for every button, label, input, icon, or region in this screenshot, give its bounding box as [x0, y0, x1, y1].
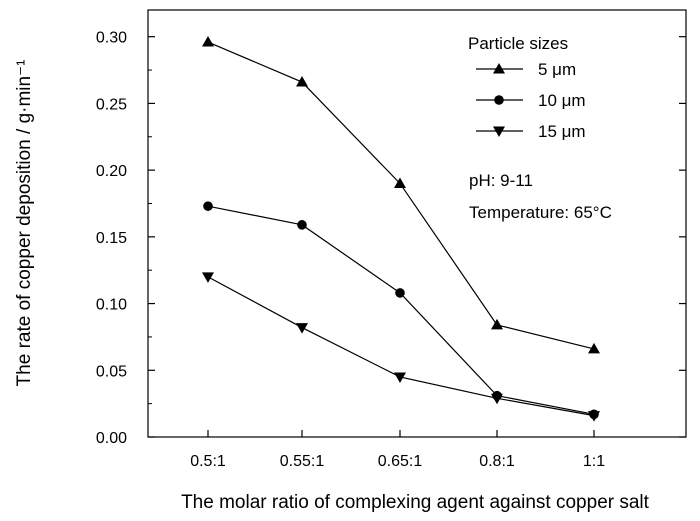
y-tick-label: 0.25 [96, 96, 127, 113]
legend-marker [493, 126, 505, 137]
x-tick-label: 1:1 [583, 453, 605, 470]
y-tick-label: 0.15 [96, 230, 127, 247]
legend-item: 5 μm [476, 60, 576, 79]
y-tick-label: 0.20 [96, 163, 127, 180]
data-point [394, 177, 406, 188]
legend-label: 10 μm [538, 91, 586, 110]
plot-area-frame [147, 9, 687, 438]
x-axis-title: The molar ratio of complexing agent agai… [181, 492, 650, 513]
data-point [296, 323, 308, 334]
series-line [207, 276, 595, 417]
data-point [588, 411, 600, 422]
legend-item: 15 μm [476, 122, 586, 141]
data-point [394, 372, 406, 383]
series-line [207, 41, 595, 350]
series-3 [202, 272, 600, 422]
series-2 [203, 201, 599, 420]
data-point [395, 288, 405, 298]
series-layer [202, 36, 600, 422]
legend-title: Particle sizes [468, 34, 568, 53]
data-point [296, 76, 308, 87]
legend-label: 5 μm [538, 60, 576, 79]
data-point [297, 220, 307, 230]
legend-marker [493, 63, 505, 74]
y-tick-label: 0.00 [96, 430, 127, 447]
data-point [588, 342, 600, 354]
x-axis: 0.5:1 0.55:1 0.65:1 0.8:1 1:1 [190, 430, 605, 470]
y-tick-label: 0.10 [96, 297, 127, 314]
x-tick-label: 0.55:1 [280, 453, 325, 470]
legend-label: 15 μm [538, 122, 586, 141]
data-point [202, 36, 214, 47]
series-1 [202, 36, 600, 354]
y-tick-label: 0.30 [96, 30, 127, 47]
data-point [203, 201, 213, 211]
x-tick-label: 0.65:1 [378, 453, 423, 470]
legend-marker [494, 95, 504, 105]
series-line [207, 205, 595, 415]
data-point [491, 318, 503, 330]
x-tick-label: 0.5:1 [190, 453, 226, 470]
annotation-ph: pH: 9-11 [469, 171, 533, 190]
legend: Particle sizes 5 μm 10 μm 15 μm [468, 34, 586, 141]
data-point [202, 272, 214, 283]
y-tick-label: 0.05 [96, 363, 127, 380]
data-point [491, 393, 503, 405]
legend-item: 10 μm [476, 91, 586, 110]
y-axis-title: The rate of copper deposition / g·min⁻¹ [14, 60, 35, 387]
x-tick-label: 0.8:1 [479, 453, 515, 470]
y-axis: 0.00 0.05 0.10 0.15 0.20 0.25 0.30 [96, 30, 686, 447]
annotation-temperature: Temperature: 65°C [469, 203, 612, 222]
